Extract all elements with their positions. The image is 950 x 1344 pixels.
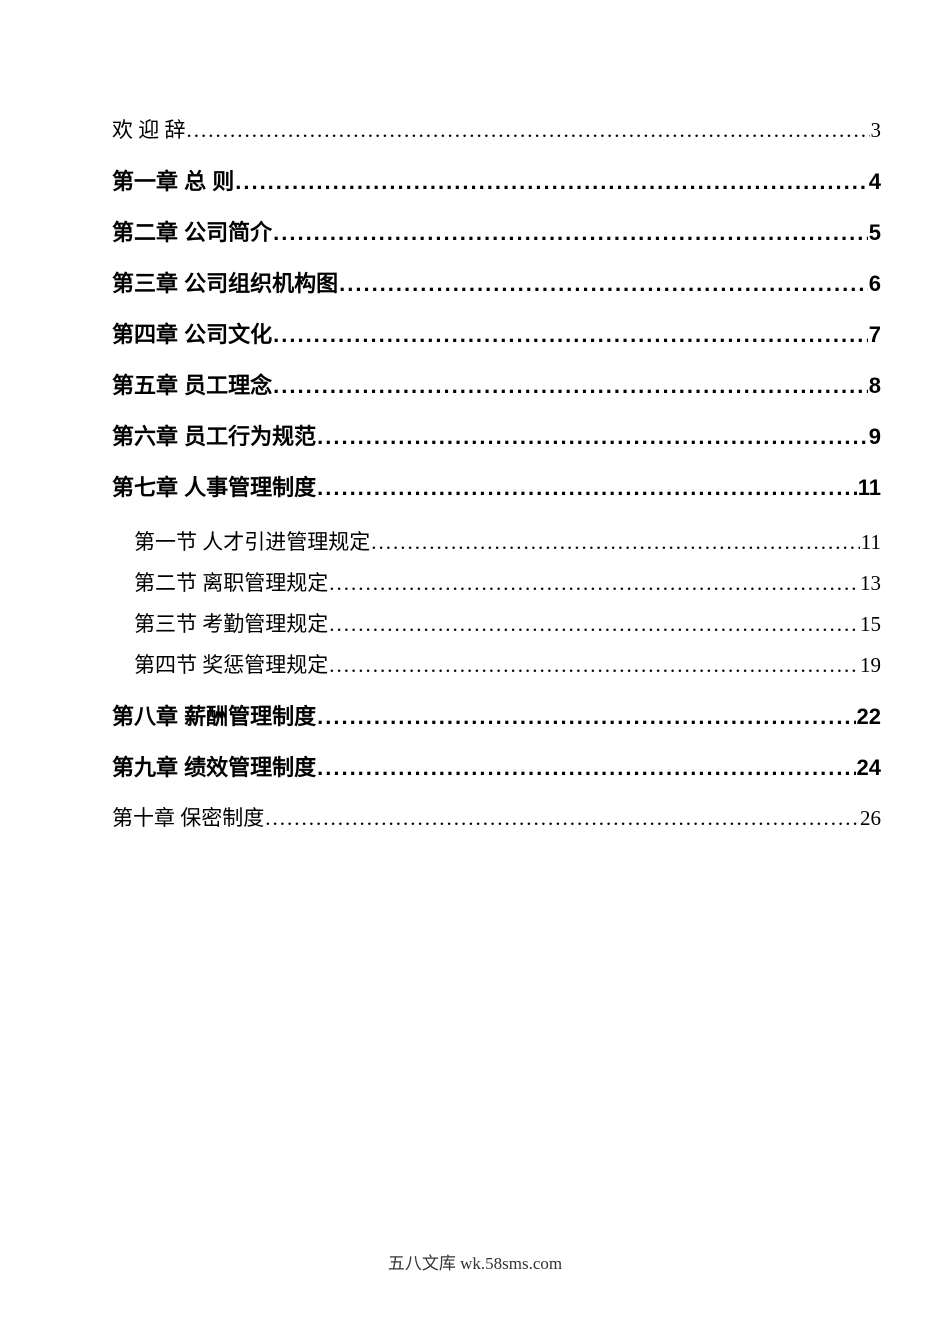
toc-entry[interactable]: 第一章 总 则 4 (112, 169, 881, 194)
toc-entry-page: 15 (860, 612, 881, 636)
toc-entry-page: 26 (860, 806, 881, 830)
toc-entry[interactable]: 第一节 人才引进管理规定 11 (112, 530, 881, 555)
toc-entry-label: 第四节 奖惩管理规定 (134, 653, 329, 677)
toc-entry[interactable]: 第六章 员工行为规范 9 (112, 424, 881, 449)
toc-entry[interactable]: 第四章 公司文化 7 (112, 322, 881, 347)
toc-entry-label: 第十章 保密制度 (112, 806, 265, 830)
toc-entry-page: 11 (857, 475, 881, 500)
toc-entry[interactable]: 第三节 考勤管理规定 15 (112, 612, 881, 637)
toc-leader-dots (339, 271, 868, 296)
toc-leader-dots (273, 322, 868, 347)
toc-leader-dots (329, 612, 859, 637)
toc-entry-label: 第五章 员工理念 (112, 373, 273, 398)
toc-entry-page: 19 (860, 653, 881, 677)
toc-leader-dots (235, 169, 868, 194)
toc-entry-page: 6 (868, 271, 881, 296)
toc-leader-dots (187, 118, 870, 143)
toc-entry[interactable]: 欢 迎 辞 3 (112, 118, 881, 143)
toc-leader-dots (371, 530, 860, 555)
toc-entry-label: 第三节 考勤管理规定 (134, 612, 329, 636)
toc-entry-page: 22 (856, 704, 881, 729)
toc-entry[interactable]: 第二节 离职管理规定 13 (112, 571, 881, 596)
table-of-contents: 欢 迎 辞 3 第一章 总 则 4 第二章 公司简介 5 第三章 公司组织机构图… (112, 92, 881, 831)
toc-entry-page: 9 (868, 424, 881, 449)
toc-entry[interactable]: 第三章 公司组织机构图 6 (112, 271, 881, 296)
toc-leader-dots (317, 755, 855, 780)
toc-entry[interactable]: 第四节 奖惩管理规定 19 (112, 653, 881, 678)
toc-leader-dots (273, 220, 868, 245)
toc-entry-label: 第三章 公司组织机构图 (112, 271, 339, 296)
toc-entry-page: 11 (860, 530, 881, 554)
toc-leader-dots (329, 571, 859, 596)
toc-entry-page: 3 (870, 118, 882, 142)
toc-leader-dots (317, 475, 857, 500)
toc-entry[interactable]: 第二章 公司简介 5 (112, 220, 881, 245)
toc-leader-dots (265, 806, 859, 831)
toc-entry-label: 第八章 薪酬管理制度 (112, 704, 317, 729)
toc-entry-page: 24 (856, 755, 881, 780)
page-footer: 五八文库 wk.58sms.com (0, 1249, 950, 1274)
toc-entry-page: 7 (868, 322, 881, 347)
toc-entry-page: 5 (868, 220, 881, 245)
toc-entry-label: 第一节 人才引进管理规定 (134, 530, 371, 554)
toc-entry[interactable]: 第五章 员工理念 8 (112, 373, 881, 398)
toc-entry-label: 第二章 公司简介 (112, 220, 273, 245)
toc-entry-label: 第二节 离职管理规定 (134, 571, 329, 595)
toc-entry[interactable]: 第九章 绩效管理制度 24 (112, 755, 881, 780)
toc-entry-page: 8 (868, 373, 881, 398)
toc-entry-label: 第四章 公司文化 (112, 322, 273, 347)
footer-watermark: 五八文库 wk.58sms.com (387, 1254, 563, 1273)
toc-entry-label: 欢 迎 辞 (112, 118, 186, 142)
toc-entry-label: 第六章 员工行为规范 (112, 424, 317, 449)
toc-entry-page: 13 (860, 571, 881, 595)
toc-entry-label: 第七章 人事管理制度 (112, 475, 317, 500)
toc-entry[interactable]: 第十章 保密制度 26 (112, 806, 881, 831)
toc-leader-dots (317, 424, 868, 449)
toc-entry-label: 第一章 总 则 (112, 169, 235, 194)
toc-entry-page: 4 (868, 169, 881, 194)
toc-entry[interactable]: 第七章 人事管理制度 11 (112, 475, 881, 500)
toc-leader-dots (317, 704, 855, 729)
toc-leader-dots (329, 653, 859, 678)
toc-entry[interactable]: 第八章 薪酬管理制度 22 (112, 704, 881, 729)
toc-leader-dots (273, 373, 868, 398)
toc-entry-label: 第九章 绩效管理制度 (112, 755, 317, 780)
